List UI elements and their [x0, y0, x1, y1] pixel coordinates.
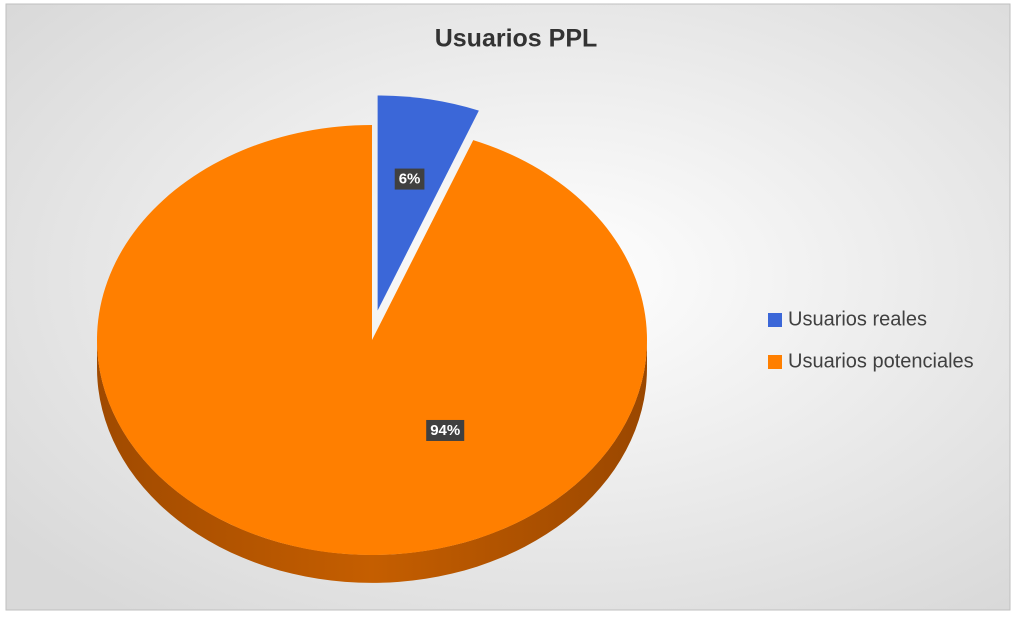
- legend-label: Usuarios reales: [788, 308, 927, 330]
- pie-slice: [97, 124, 648, 555]
- chart-title: Usuarios PPL: [435, 25, 598, 53]
- data-label-box: [426, 419, 465, 441]
- pie-slice: [377, 95, 479, 311]
- data-label: 6%: [394, 168, 425, 190]
- legend-swatch: [768, 355, 782, 369]
- legend-label: Usuarios potenciales: [788, 350, 974, 372]
- data-label-box: [394, 168, 425, 190]
- data-label-text: 6%: [399, 171, 421, 188]
- legend-swatch: [768, 313, 782, 327]
- data-label: 94%: [426, 419, 465, 441]
- data-label-text: 94%: [430, 422, 460, 439]
